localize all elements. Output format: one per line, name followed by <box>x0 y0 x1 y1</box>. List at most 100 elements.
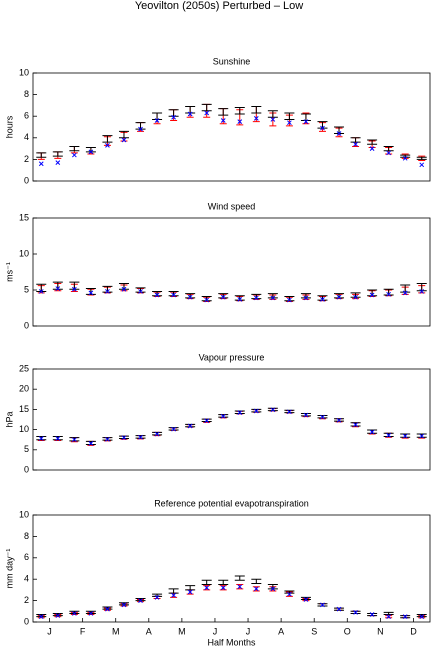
y-tick-label: 10 <box>19 67 29 77</box>
x-marker <box>72 611 77 616</box>
error-bar <box>201 103 212 112</box>
x-tick-label: S <box>311 626 317 636</box>
x-marker <box>220 118 226 123</box>
x-marker <box>88 290 94 296</box>
x-marker <box>121 286 127 292</box>
x-tick-label: M <box>112 626 120 636</box>
error-bar <box>251 105 262 114</box>
x-marker <box>386 291 391 297</box>
x-marker <box>154 431 160 437</box>
x-marker <box>187 111 193 117</box>
x-marker <box>402 614 408 620</box>
x-tick-label: J <box>246 626 251 636</box>
x-marker <box>320 414 325 420</box>
y-tick-label: 5 <box>24 284 29 294</box>
x-marker <box>121 137 127 143</box>
x-marker <box>353 610 358 615</box>
error-bar <box>218 108 229 116</box>
x-marker <box>369 429 375 435</box>
y-tick-label: 20 <box>19 384 29 394</box>
x-axis-label: Half Months <box>207 637 256 647</box>
x-marker <box>171 292 176 298</box>
x-marker <box>303 119 309 124</box>
y-tick-label: 8 <box>24 89 29 99</box>
error-bar <box>201 579 212 586</box>
x-marker <box>88 611 94 616</box>
x-marker <box>105 143 110 148</box>
error-bar <box>69 145 80 152</box>
x-marker <box>237 584 243 590</box>
x-marker <box>154 292 160 298</box>
x-marker <box>38 436 44 441</box>
error-bar <box>251 578 262 584</box>
x-marker <box>220 585 226 591</box>
y-tick-label: 10 <box>19 248 29 258</box>
x-marker <box>187 423 193 429</box>
x-marker <box>55 160 61 165</box>
x-marker <box>171 426 176 432</box>
x-marker <box>72 286 77 292</box>
x-marker <box>320 125 325 131</box>
x-marker <box>220 413 226 419</box>
x-marker <box>270 117 276 122</box>
y-tick-label: 0 <box>24 320 29 330</box>
y-axis-label: hPa <box>4 411 14 427</box>
x-marker <box>287 120 292 126</box>
x-marker <box>88 149 94 155</box>
x-tick-label: F <box>80 626 86 636</box>
x-marker <box>386 150 391 156</box>
x-marker <box>402 290 408 296</box>
x-marker <box>419 289 425 294</box>
error-bar <box>168 588 179 594</box>
x-marker <box>253 116 259 121</box>
error-bar <box>300 113 311 122</box>
panel-title: Reference potential evapotranspiration <box>154 498 309 508</box>
x-marker <box>138 598 143 603</box>
x-tick-label: D <box>410 626 417 636</box>
error-bar <box>118 130 129 139</box>
x-marker <box>303 412 309 418</box>
error-bar <box>383 611 394 616</box>
x-marker <box>121 435 127 441</box>
x-marker <box>138 126 143 132</box>
error-bar <box>69 281 80 290</box>
error-bar <box>52 151 63 157</box>
error-bar <box>383 145 394 152</box>
x-marker <box>237 119 243 124</box>
x-tick-label: A <box>146 626 152 636</box>
x-marker <box>38 161 44 167</box>
plot-frame <box>32 514 431 623</box>
y-tick-label: 15 <box>19 404 29 414</box>
x-marker <box>336 131 342 136</box>
x-marker <box>386 614 391 620</box>
error-bar <box>152 112 163 120</box>
x-marker <box>171 114 176 120</box>
y-tick-label: 2 <box>24 154 29 164</box>
x-marker <box>88 440 94 446</box>
x-marker <box>220 294 226 300</box>
error-bar <box>168 109 179 117</box>
panel-title: Sunshine <box>213 56 251 66</box>
y-tick-label: 4 <box>24 574 29 584</box>
x-marker <box>105 436 110 442</box>
error-bar <box>416 283 427 292</box>
x-marker <box>253 408 259 414</box>
y-tick-label: 8 <box>24 531 29 541</box>
panel-title: Wind speed <box>208 201 256 211</box>
x-marker <box>55 286 61 291</box>
x-marker <box>253 295 259 301</box>
x-marker <box>38 614 44 620</box>
x-marker <box>38 289 44 294</box>
error-bar <box>102 135 113 143</box>
x-tick-label: J <box>47 626 52 636</box>
x-marker <box>353 422 358 428</box>
error-bar <box>284 590 295 594</box>
y-tick-label: 25 <box>19 363 29 373</box>
error-bar <box>218 579 229 586</box>
x-marker <box>187 294 193 300</box>
y-tick-label: 5 <box>24 444 29 454</box>
error-bar <box>400 154 411 158</box>
x-marker <box>204 585 210 591</box>
x-marker <box>138 434 143 440</box>
